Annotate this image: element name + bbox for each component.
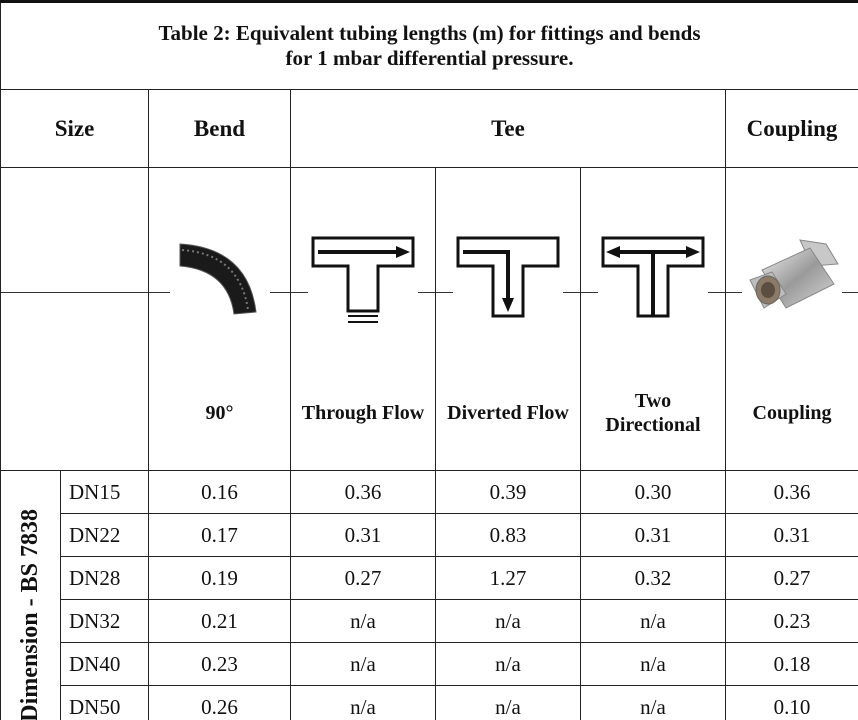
coupling-cell: Coupling xyxy=(726,168,858,471)
value-cell: 0.27 xyxy=(291,557,436,600)
title-line: for 1 mbar differential pressure. xyxy=(1,46,858,71)
subheader: Coupling xyxy=(726,368,858,458)
value-cell: 0.31 xyxy=(726,514,858,557)
header-tee: Tee xyxy=(291,90,726,168)
size-cell: DN32 xyxy=(61,600,149,643)
through-cell: Through Flow xyxy=(291,168,436,471)
row-group-cell: Dimension - BS 7838 xyxy=(1,471,61,720)
value-cell: 0.17 xyxy=(149,514,291,557)
value-cell: n/a xyxy=(291,686,436,720)
header-bend: Bend xyxy=(149,90,291,168)
value-cell: 0.83 xyxy=(436,514,581,557)
value-cell: 0.18 xyxy=(726,643,858,686)
value-cell: n/a xyxy=(436,600,581,643)
value-cell: 0.36 xyxy=(726,471,858,514)
bend-cell: 90° xyxy=(149,168,291,471)
subheader: Two Directional xyxy=(581,368,725,458)
equivalent-lengths-table: Table 2: Equivalent tubing lengths (m) f… xyxy=(0,0,858,720)
title-line: Table 2: Equivalent tubing lengths (m) f… xyxy=(1,21,858,46)
value-cell: n/a xyxy=(581,643,726,686)
value-cell: n/a xyxy=(291,600,436,643)
value-cell: 0.10 xyxy=(726,686,858,720)
value-cell: 0.23 xyxy=(726,600,858,643)
title-cell: Table 2: Equivalent tubing lengths (m) f… xyxy=(1,2,858,90)
value-cell: 0.36 xyxy=(291,471,436,514)
diverted-cell: Diverted Flow xyxy=(436,168,581,471)
value-cell: n/a xyxy=(291,643,436,686)
value-cell: 0.21 xyxy=(149,600,291,643)
size-cell: DN15 xyxy=(61,471,149,514)
two-directional-cell: Two Directional xyxy=(581,168,726,471)
value-cell: 0.23 xyxy=(149,643,291,686)
value-cell: 0.31 xyxy=(291,514,436,557)
subheader: Through Flow xyxy=(291,368,435,458)
coupling-icon xyxy=(742,236,842,320)
tee-two-directional-icon xyxy=(598,236,708,326)
value-cell: 0.26 xyxy=(149,686,291,720)
value-cell: n/a xyxy=(581,600,726,643)
value-cell: 0.32 xyxy=(581,557,726,600)
size-cell: DN28 xyxy=(61,557,149,600)
subheader: Diverted Flow xyxy=(436,368,580,458)
value-cell: n/a xyxy=(436,686,581,720)
subheader: 90° xyxy=(149,368,290,458)
value-cell: 0.16 xyxy=(149,471,291,514)
size-cell: DN22 xyxy=(61,514,149,557)
size-cell: DN40 xyxy=(61,643,149,686)
value-cell: 0.39 xyxy=(436,471,581,514)
value-cell: 0.30 xyxy=(581,471,726,514)
header-coupling: Coupling xyxy=(726,90,858,168)
value-cell: n/a xyxy=(436,643,581,686)
header-size: Size xyxy=(1,90,149,168)
tee-diverted-icon xyxy=(453,236,563,326)
value-cell: 0.27 xyxy=(726,557,858,600)
row-group-label: Dimension - BS 7838 xyxy=(17,509,44,720)
size-cell: DN50 xyxy=(61,686,149,720)
tee-through-icon xyxy=(308,236,418,326)
value-cell: 0.19 xyxy=(149,557,291,600)
value-cell: 1.27 xyxy=(436,557,581,600)
page: Table 2: Equivalent tubing lengths (m) f… xyxy=(0,0,858,720)
value-cell: 0.31 xyxy=(581,514,726,557)
empty-cell xyxy=(1,168,149,471)
bend-icon xyxy=(170,236,270,320)
value-cell: n/a xyxy=(581,686,726,720)
